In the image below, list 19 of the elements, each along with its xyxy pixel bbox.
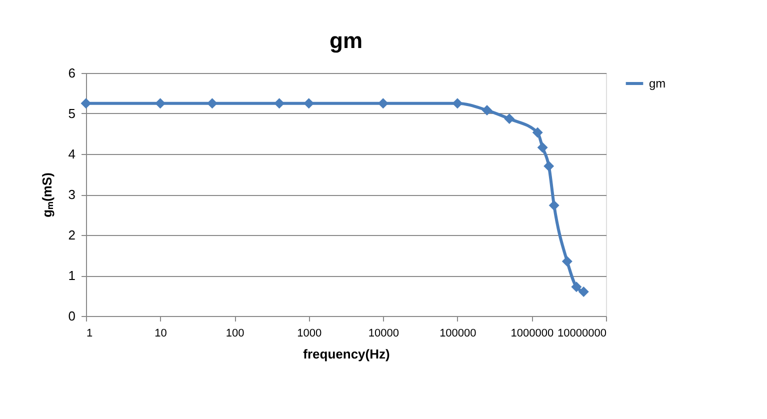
x-axis-title: frequency(Hz) bbox=[303, 346, 390, 362]
x-tick-label: 100 bbox=[226, 328, 244, 340]
y-tick-label: 1 bbox=[68, 268, 76, 283]
x-tick-label: 1000000 bbox=[510, 328, 554, 340]
x-tick-label: 10000 bbox=[368, 328, 399, 340]
x-tick-label: 10000000 bbox=[558, 328, 606, 340]
legend-label: gm bbox=[649, 76, 666, 90]
y-axis-title: gₘ(mS) bbox=[39, 172, 54, 218]
x-tick-label: 100000 bbox=[440, 328, 476, 340]
y-tick-label: 0 bbox=[68, 308, 76, 324]
y-tick-label: 6 bbox=[68, 66, 76, 80]
chart-title: gm bbox=[330, 28, 362, 53]
x-tick-label: 10 bbox=[154, 328, 167, 340]
y-tick-label: 5 bbox=[68, 106, 76, 121]
y-tick-label: 4 bbox=[68, 146, 76, 162]
x-tick-label: 1000 bbox=[297, 328, 322, 340]
y-tick-label: 3 bbox=[68, 187, 76, 202]
y-tick-label: 2 bbox=[68, 228, 76, 242]
x-tick-label: 1 bbox=[86, 328, 93, 340]
